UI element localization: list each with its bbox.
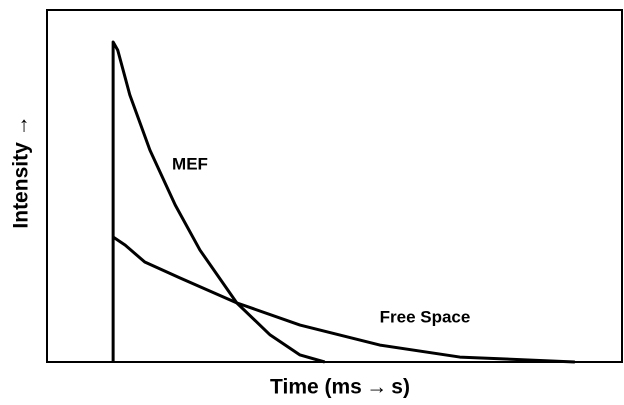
y-axis-label: Intensity →	[10, 115, 33, 228]
x-axis-label: Time (ms → s)	[270, 376, 410, 399]
series-label: Free Space	[380, 307, 471, 326]
series-label: MEF	[172, 154, 208, 173]
line-series	[111, 40, 326, 364]
plot-frame	[46, 9, 623, 363]
line-series	[112, 235, 575, 364]
